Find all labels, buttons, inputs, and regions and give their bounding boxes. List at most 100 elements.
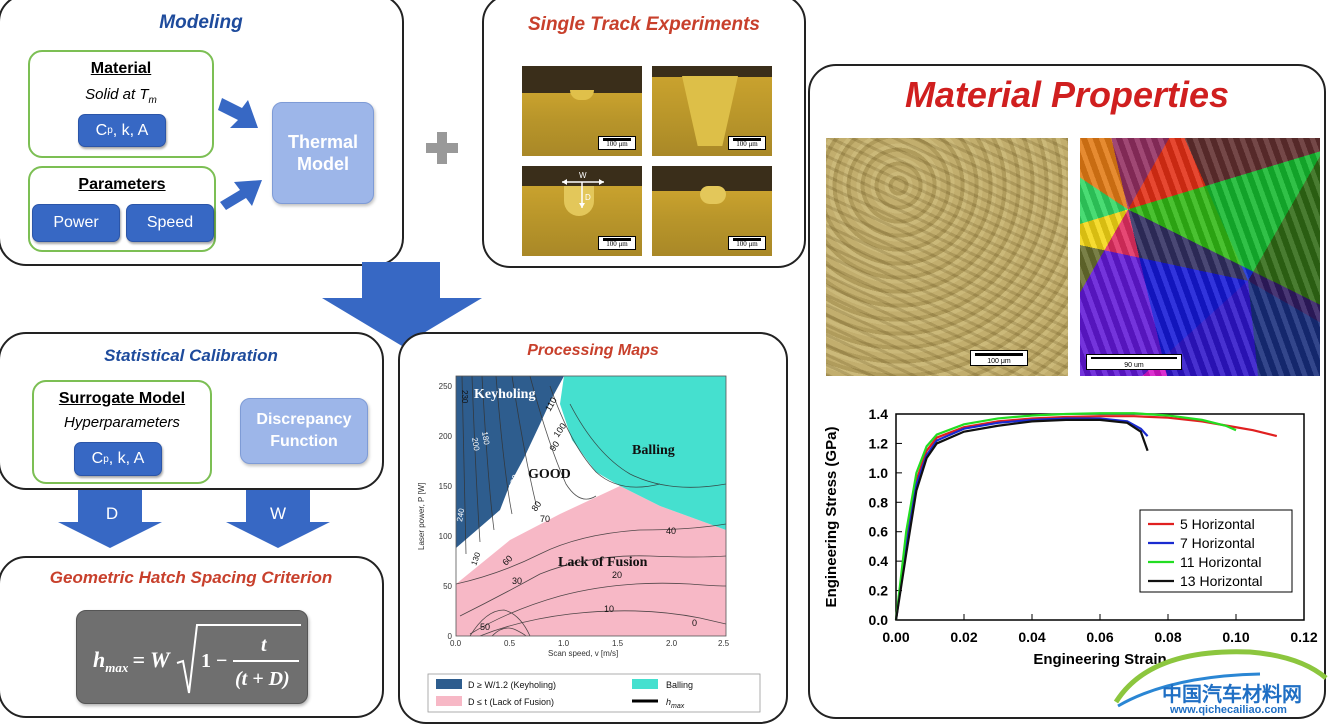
- ebsd-map: 90 um: [1080, 138, 1320, 376]
- contour-label-20: 20: [612, 570, 622, 580]
- width-label: W: [579, 171, 587, 180]
- stress-strain-chart: 0.00 0.02 0.04 0.06 0.08 0.10 0.12 0.0 0.2 0.4 0.6…: [823, 406, 1318, 668]
- plus-icon: [426, 132, 458, 164]
- ss-series-line: [894, 418, 1149, 621]
- watermark-url: www.qichecailiao.com: [1170, 704, 1287, 716]
- parameters-heading: Parameters: [78, 176, 166, 193]
- arrow-w: [226, 490, 330, 548]
- material-heading: Material: [90, 60, 152, 77]
- pm-ylabel: Laser power, P [W]: [417, 483, 426, 550]
- contour-label-50: 50: [480, 622, 490, 632]
- arrow-d-label: D: [105, 504, 119, 523]
- surrogate-sub: Hyperparameters: [64, 414, 180, 431]
- legend-balling: Balling: [666, 680, 693, 690]
- single-track-panel: Single Track Experiments 100 μm 100 μm W…: [482, 0, 806, 268]
- formula: hmax = W 1 − t (t + D): [93, 624, 301, 694]
- depth-label: D: [585, 193, 591, 202]
- contour-label-230: 230: [460, 390, 469, 404]
- track-image-1: 100 μm: [522, 66, 642, 156]
- pm-ytick: 100: [439, 532, 453, 541]
- scale-bar-2: 100 μm: [728, 136, 766, 150]
- contour-label-10: 10: [604, 604, 614, 614]
- ss-ytick-label: 0.2: [869, 583, 889, 599]
- svg-text:hmax= W: hmax = W: [93, 647, 171, 675]
- legend-swatch-keyholing: [436, 679, 462, 689]
- statistical-calibration-title: Statistical Calibration: [104, 346, 278, 365]
- formula-box: hmax = W 1 − t (t + D): [76, 610, 308, 704]
- material-properties-panel: Material Properties 100 μm 90 um 0.00 0.0…: [808, 64, 1326, 719]
- svg-text:1 −: 1 −: [201, 650, 227, 672]
- pm-xtick: 1.0: [558, 639, 570, 648]
- power-button[interactable]: Power: [32, 204, 120, 242]
- surrogate-heading: Surrogate Model: [58, 390, 186, 407]
- region-keyholing: [456, 376, 564, 548]
- ss-ytick-label: 0.6: [869, 524, 889, 540]
- region-balling: [560, 376, 726, 530]
- contour-label-120: 120: [506, 473, 521, 491]
- legend-hmax: hmax: [666, 697, 685, 710]
- down-arrow-icon: [322, 262, 482, 346]
- d-w-arrows: [58, 490, 330, 548]
- scale-bar-4: 100 μm: [728, 236, 766, 250]
- ss-xtick-label: 0.06: [1086, 629, 1113, 645]
- pm-xlabel: Scan speed, v [m/s]: [548, 649, 618, 658]
- discrepancy-function-box: Discrepancy Function: [240, 398, 368, 464]
- contour-label-200: 200: [470, 437, 481, 452]
- legend-lof: D ≤ t (Lack of Fusion): [468, 697, 554, 707]
- region-balling-label: Balling: [632, 443, 675, 458]
- legend-keyholing: D ≥ W/1.2 (Keyholing): [468, 680, 556, 690]
- ss-series-line: [894, 412, 1237, 621]
- contour-label-180: 180: [480, 431, 491, 446]
- watermark: 中国汽车材料网 www.qichecailiao.com: [1110, 646, 1333, 725]
- arrow-params-to-model: [220, 180, 262, 210]
- pm-yticks: 0 50 100 150 200 250: [439, 382, 453, 641]
- ss-legend-label: 11 Horizontal: [1180, 554, 1261, 570]
- region-lof-label: Lack of Fusion: [558, 555, 648, 570]
- optical-micrograph: 100 μm: [826, 138, 1068, 376]
- ss-series-line: [894, 417, 1149, 621]
- contour-label-0: 0: [692, 618, 697, 628]
- hatch-spacing-panel: Geometric Hatch Spacing Criterion hmax = …: [0, 556, 384, 718]
- ss-xtick-label: 0.04: [1018, 629, 1045, 645]
- ss-ytick-label: 1.0: [869, 465, 889, 481]
- pm-ytick: 0: [448, 632, 453, 641]
- ss-xlabel: Engineering Strain: [1033, 651, 1166, 668]
- track-image-3: W D 100 μm: [522, 166, 642, 256]
- ss-ytick-label: 1.2: [869, 435, 889, 451]
- track-image-2: 100 μm: [652, 66, 772, 156]
- watermark-logo-icon: [1113, 649, 1328, 708]
- scale-bar-1: 100 μm: [598, 136, 636, 150]
- ss-xtick-label: 0.00: [882, 629, 909, 645]
- arrow-w-label: W: [269, 504, 287, 523]
- pm-xtick: 2.0: [666, 639, 678, 648]
- pm-xticks: 0.0 0.5 1.0 1.5 2.0 2.5: [450, 639, 730, 648]
- contour-label-40: 40: [666, 526, 676, 536]
- material-sub: Solid at Tm: [85, 86, 157, 106]
- arrow-material-to-model: [218, 98, 258, 128]
- speed-button[interactable]: Speed: [126, 204, 214, 242]
- track-image-4: 100 μm: [652, 166, 772, 256]
- ss-ylabel: Engineering Stress (GPa): [823, 427, 840, 608]
- ss-xtick-label: 0.08: [1154, 629, 1181, 645]
- svg-text:t: t: [261, 634, 268, 656]
- material-properties-title: Material Properties: [904, 74, 1230, 115]
- ss-xtick-label: 0.12: [1290, 629, 1317, 645]
- ss-legend-label: 5 Horizontal: [1180, 516, 1255, 532]
- pm-xtick: 0.5: [504, 639, 516, 648]
- processing-maps-panel: Processing Maps: [398, 332, 788, 724]
- thermal-model-box: Thermal Model: [272, 102, 374, 204]
- scale-bar-micro-1: 100 μm: [970, 350, 1028, 366]
- processing-map-chart: 230 110 100 90 80 70 60 50 40 30 20 10 0…: [417, 375, 761, 713]
- pm-ytick: 250: [439, 382, 453, 391]
- contour-label-80: 80: [529, 499, 543, 513]
- region-keyholing-label: Keyholing: [474, 387, 535, 402]
- pm-xtick: 2.5: [718, 639, 730, 648]
- ss-xtick-label: 0.10: [1222, 629, 1249, 645]
- hatch-spacing-title: Geometric Hatch Spacing Criterion: [49, 568, 333, 587]
- ss-legend-label: 7 Horizontal: [1180, 535, 1255, 551]
- contour-label-30: 30: [512, 576, 522, 586]
